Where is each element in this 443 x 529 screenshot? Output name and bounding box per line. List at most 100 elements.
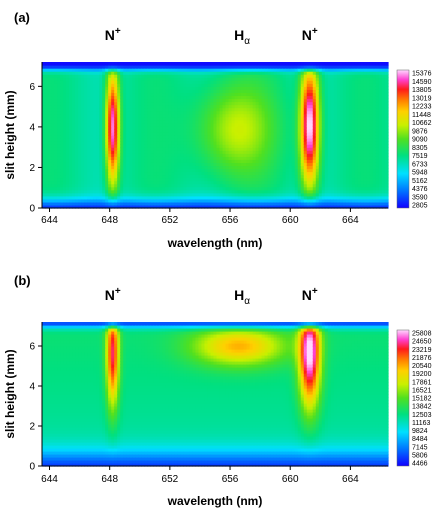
heatmap-cell — [327, 77, 332, 81]
heatmap-cell — [69, 171, 73, 176]
heatmap-cell — [90, 131, 94, 136]
heatmap-cell — [315, 68, 320, 72]
heatmap-cell — [84, 86, 88, 90]
heatmap-cell — [189, 177, 194, 182]
heatmap-cell — [123, 174, 127, 179]
heatmap-cell — [351, 141, 356, 145]
heatmap-cell — [246, 177, 251, 182]
heatmap-cell — [342, 122, 347, 127]
heatmap-cell — [330, 113, 335, 118]
heatmap-cell — [183, 65, 188, 69]
heatmap-cell — [138, 162, 142, 167]
heatmap-cell — [279, 80, 284, 84]
heatmap-cell — [273, 116, 278, 121]
heatmap-cell — [72, 177, 76, 182]
heatmap-cell — [207, 135, 212, 139]
heatmap-cell — [249, 165, 254, 170]
heatmap-cell — [279, 86, 284, 90]
heatmap-cell — [315, 156, 320, 160]
heatmap-cell — [144, 110, 148, 115]
heatmap-cell — [45, 177, 49, 182]
heatmap-cell — [315, 80, 320, 84]
heatmap-cell — [252, 95, 257, 100]
heatmap-cell — [339, 110, 344, 115]
heatmap-cell — [117, 156, 121, 160]
heatmap-cell — [45, 62, 49, 66]
heatmap-cell — [204, 135, 209, 139]
heatmap-cell — [120, 189, 124, 194]
heatmap-cell — [81, 189, 85, 194]
heatmap-cell — [330, 198, 335, 203]
heatmap-cell — [213, 150, 218, 154]
heatmap-cell — [315, 135, 320, 139]
heatmap-cell — [279, 159, 284, 163]
heatmap-cell — [342, 107, 347, 112]
heatmap-cell — [351, 68, 356, 72]
heatmap-cell — [162, 177, 166, 182]
heatmap-cell — [129, 156, 133, 160]
heatmap-cell — [225, 180, 230, 185]
heatmap-cell — [342, 135, 347, 139]
heatmap-cell — [90, 80, 94, 84]
heatmap-cell — [63, 180, 67, 185]
heatmap-cell — [147, 162, 151, 167]
heatmap-cell — [165, 116, 169, 121]
heatmap-cell — [63, 165, 67, 170]
heatmap-cell — [153, 92, 157, 97]
heatmap-cell — [45, 116, 49, 121]
heatmap-cell — [312, 189, 317, 194]
heatmap-cell — [42, 159, 46, 163]
heatmap-cell — [207, 177, 212, 182]
heatmap-cell — [138, 144, 142, 148]
heatmap-cell — [333, 128, 338, 133]
heatmap-cell — [102, 147, 106, 151]
heatmap-cell — [258, 165, 263, 170]
heatmap-cell — [201, 77, 206, 81]
heatmap-cell — [90, 98, 94, 103]
heatmap-cell — [132, 65, 136, 69]
heatmap-cell — [153, 180, 157, 185]
heatmap-cell — [183, 168, 188, 173]
heatmap-cell — [348, 168, 353, 173]
heatmap-cell — [237, 131, 242, 136]
heatmap-cell — [162, 83, 166, 87]
heatmap-cell — [159, 107, 163, 112]
heatmap-cell — [63, 138, 67, 142]
heatmap-cell — [216, 68, 221, 72]
heatmap-cell — [84, 92, 88, 97]
heatmap-cell — [183, 86, 188, 90]
heatmap-cell — [183, 198, 188, 203]
heatmap-cell — [147, 201, 151, 206]
heatmap-cell — [306, 104, 311, 109]
heatmap-cell — [90, 141, 94, 145]
heatmap-cell — [102, 131, 106, 136]
heatmap-cell — [291, 138, 296, 142]
heatmap-cell — [216, 186, 221, 191]
heatmap-cell — [114, 119, 118, 124]
heatmap-cell — [279, 171, 284, 176]
heatmap-cell — [78, 113, 82, 118]
heatmap-cell — [90, 198, 94, 203]
heatmap-cell — [54, 80, 58, 84]
heatmap-cell — [291, 131, 296, 136]
heatmap-cell — [222, 110, 227, 115]
heatmap-cell — [60, 92, 64, 97]
heatmap-cell — [54, 162, 58, 167]
heatmap-cell — [171, 180, 175, 185]
heatmap-cell — [63, 92, 67, 97]
heatmap-cell — [234, 116, 239, 121]
heatmap-cell — [201, 83, 206, 87]
heatmap-cell — [87, 128, 91, 133]
heatmap-cell — [78, 165, 82, 170]
heatmap-cell — [324, 156, 329, 160]
heatmap-cell — [90, 74, 94, 78]
heatmap-cell — [255, 80, 260, 84]
heatmap-cell — [336, 65, 341, 69]
heatmap-cell — [216, 71, 221, 75]
heatmap-cell — [66, 147, 70, 151]
heatmap-cell — [159, 92, 163, 97]
heatmap-cell — [207, 201, 212, 206]
heatmap-cell — [219, 141, 224, 145]
heatmap-cell — [102, 198, 106, 203]
heatmap-cell — [318, 177, 323, 182]
